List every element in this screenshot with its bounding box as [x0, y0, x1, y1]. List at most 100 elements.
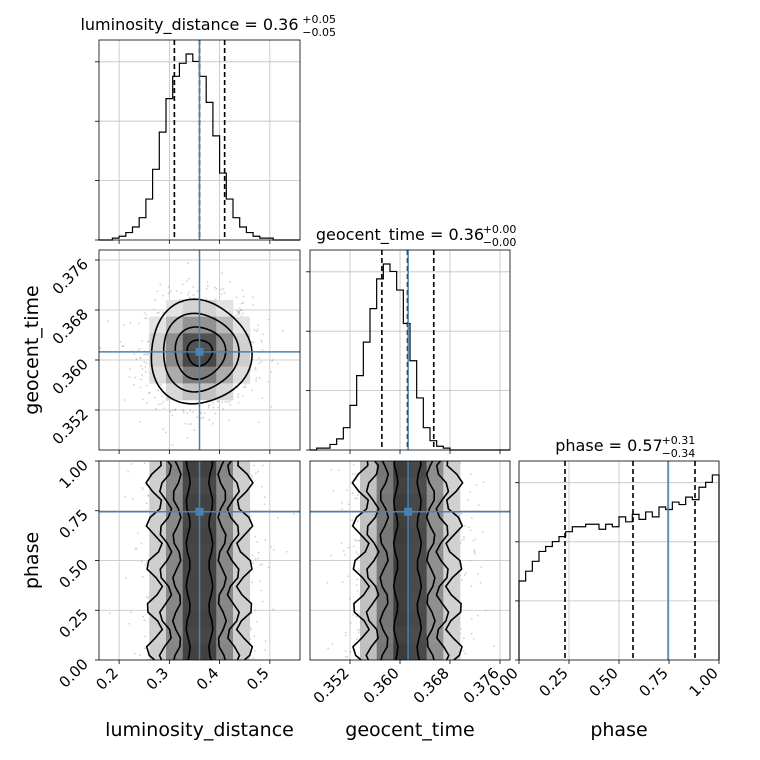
sample-point — [239, 309, 242, 311]
scatter-panel-2-0 — [98, 460, 301, 661]
panel-title-3: phase = 0.57 — [555, 436, 662, 455]
diag-panel-3: phase = 0.57+0.31−0.34 — [518, 434, 720, 661]
sample-point — [344, 631, 347, 634]
sample-point — [156, 290, 159, 293]
sample-point — [354, 497, 357, 500]
sample-point — [464, 652, 467, 655]
density-cell — [233, 333, 251, 351]
sample-point — [208, 404, 210, 407]
sample-point — [234, 384, 237, 387]
sample-point — [469, 491, 472, 493]
density-cell — [376, 626, 394, 644]
sample-point — [257, 324, 260, 327]
density-cell — [233, 366, 251, 384]
panel-content — [99, 250, 300, 450]
density-cell — [216, 643, 234, 660]
sample-point — [461, 539, 464, 542]
sample-point — [463, 538, 465, 540]
sample-point — [124, 496, 126, 498]
panel-content — [99, 461, 300, 660]
sample-point — [127, 470, 130, 473]
panel-title-sub: −0.05 — [302, 26, 336, 39]
sample-point — [251, 296, 254, 299]
sample-point — [252, 341, 255, 344]
sample-point — [207, 406, 210, 409]
sample-point — [192, 286, 195, 288]
sample-point — [139, 386, 142, 389]
sample-point — [140, 542, 143, 545]
sample-point — [251, 476, 254, 479]
sample-point — [250, 474, 253, 477]
density-cell — [199, 643, 217, 660]
contour-line — [425, 461, 436, 660]
density-cell — [166, 477, 184, 495]
sample-point — [462, 535, 465, 538]
sample-point — [147, 597, 150, 600]
sample-point — [145, 362, 148, 364]
density-cell — [149, 510, 167, 528]
sample-point — [186, 280, 188, 283]
sample-point — [128, 622, 131, 625]
sample-point — [146, 353, 148, 356]
sample-point — [344, 634, 347, 637]
density-cell — [199, 527, 217, 545]
sample-point — [261, 397, 264, 400]
sample-point — [263, 503, 266, 506]
sample-point — [186, 293, 189, 296]
density-cell — [182, 543, 200, 561]
sample-point — [260, 341, 263, 343]
sample-point — [143, 311, 146, 314]
sample-point — [122, 345, 125, 347]
y-axis-label-1: geocent_time — [21, 285, 43, 414]
sample-point — [263, 496, 266, 499]
sample-point — [138, 420, 141, 423]
sample-point — [130, 611, 133, 614]
sample-point — [207, 404, 210, 407]
sample-point — [352, 613, 355, 616]
density-cell — [149, 560, 167, 578]
sample-point — [187, 277, 190, 280]
sample-point — [460, 578, 463, 581]
sample-point — [237, 393, 240, 396]
sample-point — [470, 618, 473, 620]
density-cell — [199, 610, 217, 628]
sample-point — [147, 495, 150, 498]
density-cell — [182, 527, 200, 545]
sample-point — [235, 309, 238, 312]
density-cell — [199, 316, 217, 334]
diag-panel-2: geocent_time = 0.36+0.00−0.00 — [309, 223, 516, 451]
sample-point — [356, 628, 359, 631]
density-cell — [426, 477, 444, 495]
sample-point — [341, 501, 343, 504]
density-cell — [166, 383, 184, 401]
density-cell — [149, 643, 167, 660]
y-axis-label-2: phase — [21, 532, 43, 589]
sample-point — [344, 554, 346, 556]
sample-point — [252, 657, 255, 659]
sample-point — [143, 462, 146, 465]
sample-point — [261, 600, 264, 603]
sample-point — [159, 384, 162, 386]
sample-point — [260, 360, 263, 363]
sample-point — [255, 330, 258, 332]
sample-point — [139, 347, 142, 350]
sample-point — [145, 502, 148, 505]
density-cell — [443, 593, 461, 611]
density-cell — [199, 560, 217, 578]
sample-point — [214, 412, 217, 415]
sample-point — [228, 399, 231, 402]
sample-point — [142, 615, 144, 618]
sample-point — [129, 322, 132, 324]
sample-point — [235, 314, 238, 316]
sample-point — [352, 545, 355, 548]
sample-point — [257, 557, 260, 560]
sample-point — [186, 437, 189, 439]
sample-point — [140, 560, 143, 563]
sample-point — [134, 376, 137, 379]
sample-point — [351, 492, 354, 495]
sample-point — [144, 317, 146, 320]
sample-point — [137, 349, 140, 352]
density-cell — [393, 543, 411, 561]
density-cell — [199, 577, 217, 594]
panel-title-sup: +0.31 — [662, 434, 696, 447]
